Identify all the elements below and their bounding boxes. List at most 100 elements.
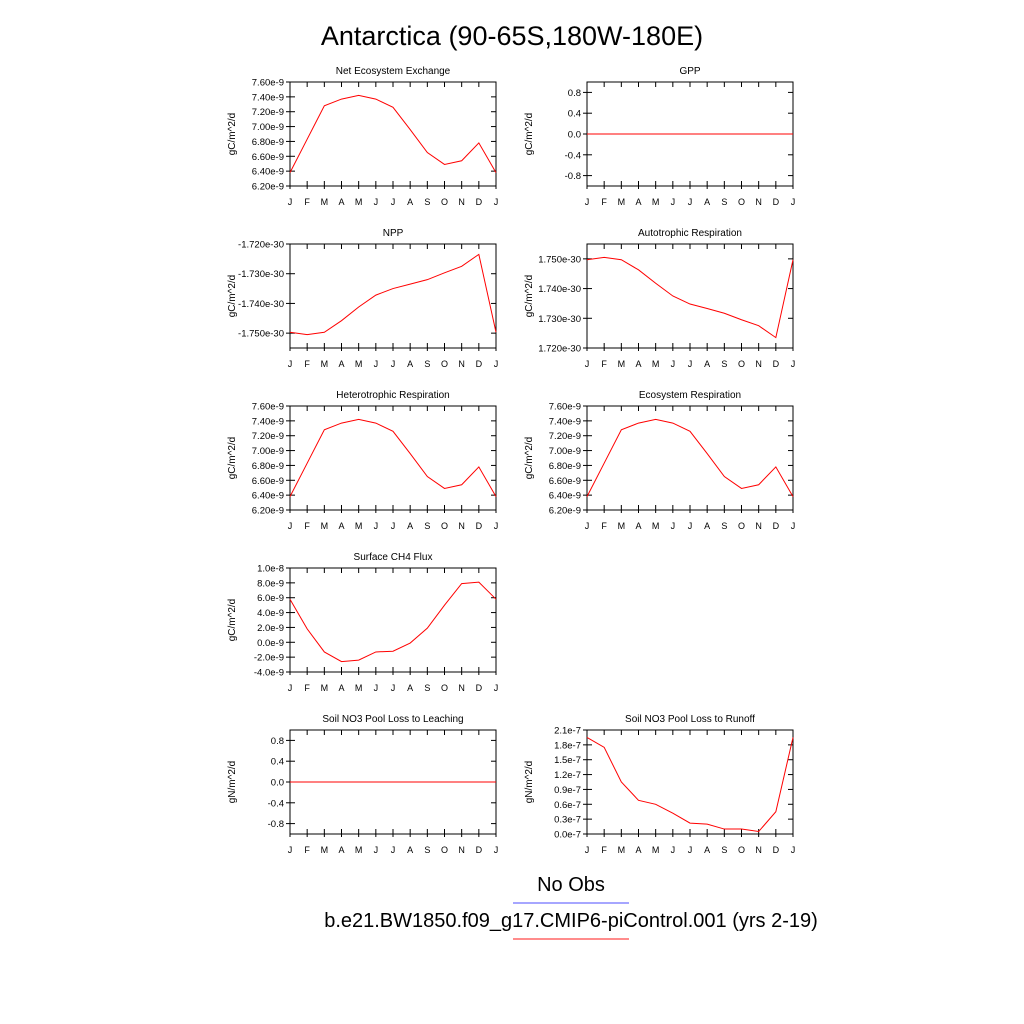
x-tick-label: O [441, 845, 448, 855]
y-tick-label: 0.4 [568, 109, 581, 120]
y-tick-label: 8.0e-9 [257, 578, 284, 589]
x-tick-label: N [755, 359, 762, 369]
plot-frame [289, 405, 497, 511]
x-tick-label: A [704, 359, 710, 369]
x-tick-label: J [671, 359, 676, 369]
x-tick-label: D [773, 521, 780, 531]
x-tick-label: M [652, 845, 660, 855]
panel-title: Heterotrophic Respiration [336, 390, 449, 401]
x-tick-label: J [374, 197, 379, 207]
x-tick-label: O [738, 521, 745, 531]
x-tick-label: J [494, 197, 499, 207]
x-tick-label: M [618, 845, 626, 855]
y-tick-label: -4.0e-9 [254, 668, 284, 679]
x-tick-label: J [688, 521, 693, 531]
x-tick-label: J [391, 845, 396, 855]
y-tick-label: -1.730e-30 [238, 269, 284, 280]
series-line [289, 418, 497, 497]
y-tick-label: 1.730e-30 [538, 314, 581, 325]
x-tick-label: S [721, 359, 727, 369]
x-tick-label: J [671, 845, 676, 855]
y-tick-label: 6.60e-9 [549, 476, 581, 487]
x-tick-label: J [391, 521, 396, 531]
series-line [586, 256, 794, 339]
x-tick-label: J [494, 359, 499, 369]
x-tick-label: A [338, 521, 344, 531]
x-tick-label: F [304, 683, 310, 693]
x-tick-label: D [476, 359, 483, 369]
x-tick-label: J [791, 845, 796, 855]
y-tick-label: 7.40e-9 [252, 92, 284, 103]
x-tick-label: O [441, 197, 448, 207]
x-tick-label: A [704, 845, 710, 855]
x-tick-label: F [601, 359, 607, 369]
x-tick-label: J [288, 683, 293, 693]
x-tick-label: J [391, 197, 396, 207]
y-tick-label: -0.4 [268, 798, 284, 809]
x-tick-label: A [407, 683, 413, 693]
legend-label-obs: No Obs [537, 874, 605, 896]
x-tick-label: J [374, 683, 379, 693]
x-tick-label: A [407, 359, 413, 369]
x-tick-label: J [391, 359, 396, 369]
y-tick-label: 1.750e-30 [538, 254, 581, 265]
y-tick-label: 1.720e-30 [538, 344, 581, 355]
x-tick-label: N [755, 197, 762, 207]
x-tick-label: F [601, 845, 607, 855]
panel-title: Surface CH4 Flux [354, 552, 433, 563]
x-tick-label: A [635, 359, 641, 369]
y-axis-label: gC/m^2/d [524, 113, 535, 156]
x-tick-label: F [304, 197, 310, 207]
y-tick-label: 0.9e-7 [554, 785, 581, 796]
y-axis-label: gC/m^2/d [227, 437, 238, 480]
series-line [289, 253, 497, 336]
x-tick-label: J [494, 845, 499, 855]
plot-frame [586, 405, 794, 511]
x-tick-label: O [441, 359, 448, 369]
x-tick-label: M [321, 197, 329, 207]
y-tick-label: 7.20e-9 [252, 107, 284, 118]
series-line [586, 736, 794, 833]
x-tick-label: S [424, 521, 430, 531]
x-tick-label: A [407, 197, 413, 207]
x-tick-label: J [374, 359, 379, 369]
y-tick-label: 1.8e-7 [554, 740, 581, 751]
y-tick-label: -2.0e-9 [254, 653, 284, 664]
y-tick-label: 1.740e-30 [538, 284, 581, 295]
x-tick-label: F [304, 359, 310, 369]
x-tick-label: M [652, 359, 660, 369]
y-tick-label: 0.0 [271, 778, 284, 789]
x-tick-label: A [635, 845, 641, 855]
panel-soil-no3-pool-loss-to-leaching: Soil NO3 Pool Loss to Leaching gN/m^2/d J F… [227, 714, 498, 855]
y-tick-label: 1.5e-7 [554, 755, 581, 766]
x-tick-label: J [288, 197, 293, 207]
panel-title: GPP [679, 66, 700, 77]
x-tick-label: F [601, 197, 607, 207]
y-tick-label: 1.2e-7 [554, 770, 581, 781]
y-tick-label: 0.3e-7 [554, 815, 581, 826]
legend: No Obs b.e21.BW1850.f09_g17.CMIP6-piCont… [324, 874, 818, 940]
x-tick-label: M [618, 359, 626, 369]
plot-frame [586, 729, 794, 835]
y-tick-label: 4.0e-9 [257, 608, 284, 619]
y-tick-label: -1.720e-30 [238, 240, 284, 251]
y-tick-label: 2.0e-9 [257, 623, 284, 634]
y-tick-label: 7.00e-9 [252, 122, 284, 133]
y-tick-label: 6.40e-9 [549, 491, 581, 502]
x-tick-label: O [738, 359, 745, 369]
x-tick-label: A [704, 197, 710, 207]
x-tick-label: S [424, 359, 430, 369]
x-tick-label: J [288, 359, 293, 369]
y-tick-label: 6.20e-9 [252, 506, 284, 517]
x-tick-label: S [424, 683, 430, 693]
y-tick-label: 7.40e-9 [252, 416, 284, 427]
y-tick-label: 7.60e-9 [549, 402, 581, 413]
x-tick-label: J [288, 521, 293, 531]
x-tick-label: M [355, 845, 363, 855]
y-tick-label: -1.740e-30 [238, 299, 284, 310]
